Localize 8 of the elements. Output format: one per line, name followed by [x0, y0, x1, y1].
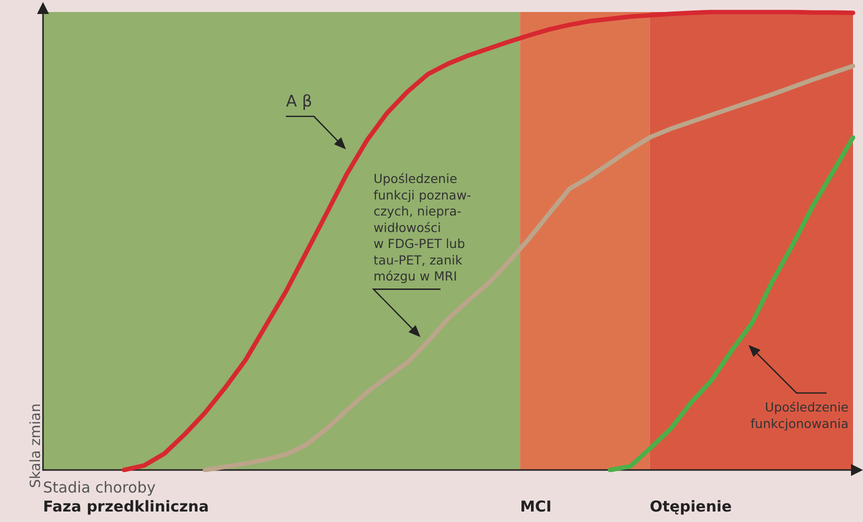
text: Faza przedkliniczna — [43, 498, 209, 516]
text: Otępienie — [650, 498, 732, 516]
annotation: A β — [286, 92, 312, 110]
text: MCI — [520, 498, 552, 516]
annotation: Upośledzenie funkcji poznaw- czych, niepra- widłowości w FDG-PET lub tau-PET, zanik mózgu w MRI — [373, 171, 472, 284]
annotation: Upośledzenie funkcjonowania — [750, 400, 849, 431]
y-axis-title: Skala zmian — [28, 403, 44, 488]
x-axis-title: Stadia choroby — [43, 478, 156, 496]
